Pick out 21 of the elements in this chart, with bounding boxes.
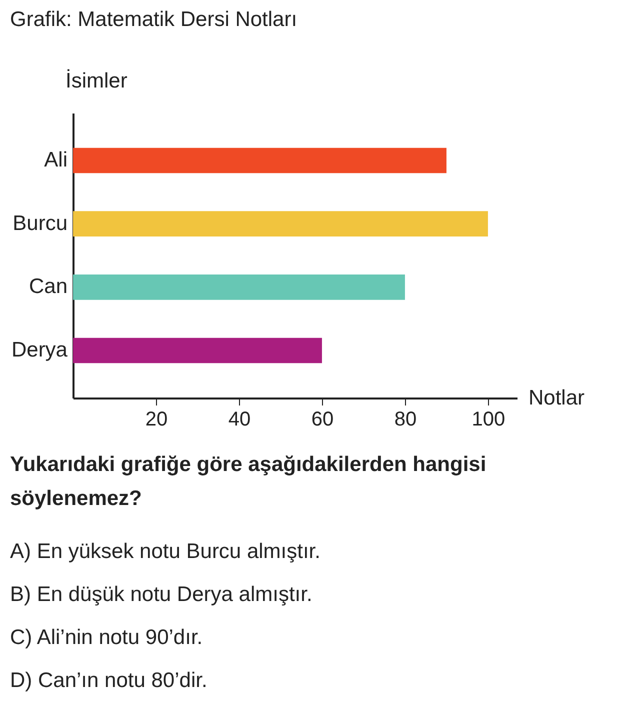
y-tick-label: Derya [11, 338, 68, 362]
chart-title: Grafik: Matematik Dersi Notları [10, 8, 298, 32]
text: B) En düşük notu Derya almıştır. [10, 582, 314, 608]
x-axis-title: Notlar [528, 386, 585, 410]
text: C) Ali’nin notu 90’dır. [10, 625, 204, 651]
bar [73, 338, 322, 364]
bar [73, 211, 488, 236]
x-tick-label: 80 [394, 408, 417, 430]
bar [73, 148, 446, 174]
x-tick-label: 60 [311, 408, 334, 430]
text: A) En yüksek notu Burcu almıştır. [10, 539, 322, 565]
x-tick-label: 40 [228, 408, 251, 430]
y-axis-title: İsimler [66, 68, 128, 92]
text: D) Can’ın notu 80’dir. [10, 668, 208, 694]
y-tick-label: Ali [44, 148, 68, 172]
y-tick-label: Burcu [12, 212, 68, 235]
x-tick-label: 20 [145, 408, 168, 430]
y-tick-label: Can [28, 275, 68, 298]
x-tick-label: 100 [472, 408, 506, 430]
text: Yukarıdaki grafiğe göre aşağıdakilerden hangisi söylenemez? [10, 452, 488, 512]
bar [73, 274, 405, 300]
